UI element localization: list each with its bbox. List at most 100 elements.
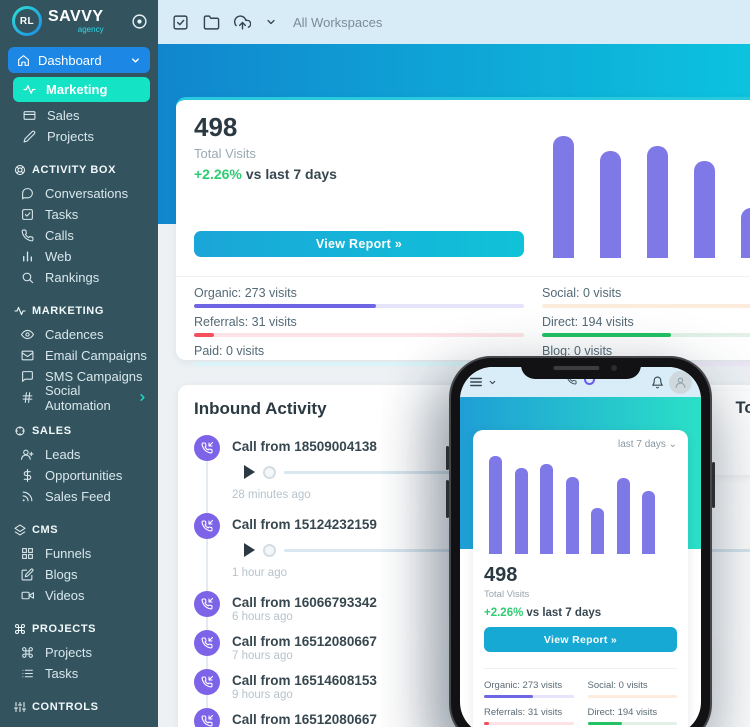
crosshair-icon bbox=[14, 425, 26, 437]
phone-bar-chart bbox=[484, 454, 677, 554]
sidebar-item-label: Projects bbox=[47, 129, 94, 144]
background-card-title: Total Visits bbox=[735, 399, 750, 417]
sidebar-item-tasks-sub[interactable]: Tasks bbox=[0, 663, 158, 684]
chevron-down-icon[interactable] bbox=[265, 16, 277, 28]
divider bbox=[484, 668, 677, 669]
call-time: 9 hours ago bbox=[232, 689, 293, 701]
phone-power-button bbox=[712, 462, 715, 508]
logo: RL SAVVY agency bbox=[0, 0, 158, 42]
sidebar-item-calls[interactable]: Calls bbox=[0, 225, 158, 246]
folder-icon[interactable] bbox=[203, 14, 220, 31]
call-time: 7 hours ago bbox=[232, 650, 293, 662]
phone-speaker bbox=[552, 366, 599, 370]
upload-cloud-icon[interactable] bbox=[234, 14, 251, 31]
sidebar-item-blogs[interactable]: Blogs bbox=[0, 564, 158, 585]
sidebar-item-sms-campaigns[interactable]: SMS Campaigns bbox=[0, 366, 158, 387]
section-cms: CMS bbox=[0, 522, 158, 538]
call-item: Call from 16512080667 7 hours ago bbox=[178, 630, 750, 662]
traffic-row-referrals: Referrals: 31 visits bbox=[194, 315, 524, 337]
sidebar-item-social-automation[interactable]: Social Automation bbox=[0, 383, 158, 413]
section-projects: PROJECTS bbox=[0, 621, 158, 637]
checkbox-icon[interactable] bbox=[172, 14, 189, 31]
phone-range-dropdown: last 7 days ⌄ bbox=[618, 439, 677, 450]
sidebar-item-leads[interactable]: Leads bbox=[0, 444, 158, 465]
speech-bubble-icon bbox=[21, 370, 34, 383]
sidebar-item-rankings[interactable]: Rankings bbox=[0, 267, 158, 288]
command-icon bbox=[21, 646, 34, 659]
sidebar-item-cadences[interactable]: Cadences bbox=[0, 324, 158, 345]
bar-chart-icon bbox=[21, 250, 34, 263]
home-icon bbox=[17, 54, 30, 67]
delta-row: +2.26% vs last 7 days bbox=[194, 166, 337, 182]
sidebar-item-label: Sales bbox=[47, 108, 80, 123]
sidebar-item-videos[interactable]: Videos bbox=[0, 585, 158, 606]
eye-icon bbox=[21, 328, 34, 341]
sidebar-item-projects[interactable]: Projects bbox=[0, 126, 158, 147]
sidebar-item-label: Marketing bbox=[46, 82, 108, 97]
traffic-row-direct: Direct: 194 visits bbox=[587, 707, 677, 725]
workspace-selector[interactable]: All Workspaces bbox=[293, 14, 383, 30]
divider bbox=[176, 276, 750, 277]
call-item: Call from 16066793342 6 hours ago bbox=[178, 591, 750, 623]
inbound-activity-title: Inbound Activity bbox=[194, 399, 327, 418]
section-controls: CONTROLS bbox=[0, 699, 158, 715]
video-icon bbox=[21, 589, 34, 602]
phone-view-report-button: View Report » bbox=[484, 627, 677, 652]
card-icon bbox=[23, 109, 36, 122]
traffic-row-referrals: Referrals: 31 visits bbox=[484, 707, 574, 725]
chart-bar bbox=[694, 161, 715, 258]
sidebar-item-funnels[interactable]: Funnels bbox=[0, 543, 158, 564]
chevron-down-icon bbox=[488, 378, 497, 387]
sidebar-item-sales[interactable]: Sales bbox=[0, 105, 158, 126]
sidebar-item-web[interactable]: Web bbox=[0, 246, 158, 267]
pen-icon bbox=[23, 130, 36, 143]
sidebar-item-marketing[interactable]: Marketing bbox=[13, 77, 150, 102]
chart-bar bbox=[647, 146, 668, 258]
logo-name: SAVVY bbox=[48, 7, 104, 25]
delta-percent: +2.26% bbox=[194, 166, 242, 182]
check-square-icon bbox=[21, 208, 34, 221]
phone-volume-button bbox=[446, 446, 449, 470]
traffic-row-paid: Paid: 0 visits bbox=[194, 344, 524, 366]
call-title: Call from 18509004138 bbox=[232, 439, 377, 454]
chevron-down-icon bbox=[130, 55, 141, 66]
audio-slider-handle[interactable] bbox=[263, 543, 276, 557]
sidebar-item-opportunities[interactable]: Opportunities bbox=[0, 465, 158, 486]
call-item: Call from 165120806679 hours ago bbox=[178, 708, 750, 727]
hash-icon bbox=[21, 391, 34, 404]
call-title: Call from 16066793342 bbox=[232, 595, 377, 610]
play-icon[interactable] bbox=[244, 465, 255, 479]
search-icon bbox=[21, 271, 34, 284]
sidebar-item-email-campaigns[interactable]: Email Campaigns bbox=[0, 345, 158, 366]
sidebar-item-dashboard[interactable]: Dashboard bbox=[8, 47, 150, 73]
traffic-row-organic: Organic: 273 visits bbox=[484, 680, 574, 698]
call-time: 1 hour ago bbox=[232, 567, 287, 579]
chart-bar bbox=[741, 208, 750, 258]
edit-icon bbox=[21, 568, 34, 581]
traffic-row-social: Social: 0 visits bbox=[542, 286, 750, 308]
section-marketing: MARKETING bbox=[0, 303, 158, 319]
sidebar-item-tasks[interactable]: Tasks bbox=[0, 204, 158, 225]
sidebar-item-conversations[interactable]: Conversations bbox=[0, 183, 158, 204]
chart-bar bbox=[616, 478, 630, 554]
section-activity-box: ACTIVITY BOX bbox=[0, 162, 158, 178]
view-report-button[interactable]: View Report » bbox=[194, 231, 524, 257]
chart-bar bbox=[489, 456, 502, 554]
phone-mockup: last 7 days ⌄ 498 Total Visits +2.26% vs … bbox=[446, 356, 715, 727]
delta-suffix: vs last 7 days bbox=[245, 166, 337, 182]
sidebar-item-projects-sub[interactable]: Projects bbox=[0, 642, 158, 663]
audio-slider-handle[interactable] bbox=[263, 465, 276, 479]
play-icon[interactable] bbox=[244, 543, 255, 557]
traffic-sources: Organic: 273 visits Referrals: 31 visits… bbox=[194, 286, 750, 366]
phone-incoming-icon bbox=[194, 513, 220, 539]
phone-incoming-icon bbox=[194, 591, 220, 617]
phone-delta-row: +2.26% vs last 7 days bbox=[484, 607, 602, 619]
call-item: Call from 16514608153 9 hours ago bbox=[178, 669, 750, 701]
call-time: 28 minutes ago bbox=[232, 489, 311, 501]
traffic-row-organic: Organic: 273 visits bbox=[194, 286, 524, 308]
phone-incoming-icon bbox=[194, 708, 220, 727]
chart-bar bbox=[591, 508, 604, 554]
sidebar-item-sales-feed[interactable]: Sales Feed bbox=[0, 486, 158, 507]
total-visits-card: 498 Total Visits +2.26% vs last 7 days Vi… bbox=[176, 97, 750, 366]
target-icon[interactable] bbox=[131, 13, 148, 30]
